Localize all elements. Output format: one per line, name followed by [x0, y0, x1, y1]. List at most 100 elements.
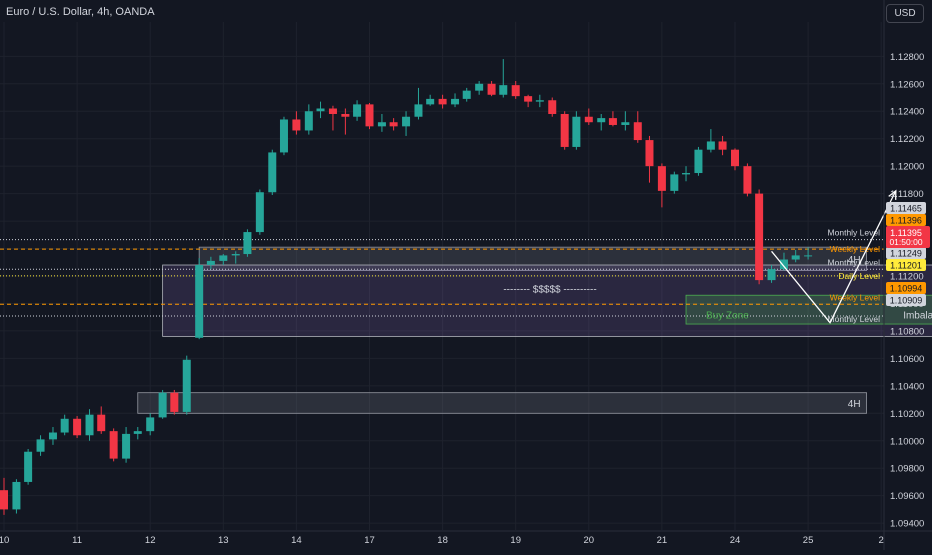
candle: [633, 111, 642, 143]
candle-body: [560, 113, 569, 147]
candle: [146, 413, 155, 436]
candle-body: [584, 116, 593, 123]
candle: [316, 101, 325, 119]
y-tick-label: 1.12200: [890, 134, 924, 145]
zone-label: Buy Zone: [706, 310, 749, 321]
candle-body: [268, 152, 277, 193]
candle: [377, 113, 386, 132]
candle-body: [279, 119, 288, 153]
candle-body: [341, 113, 350, 117]
candle-body: [85, 414, 94, 436]
candle-body: [316, 108, 325, 112]
candle: [268, 149, 277, 195]
candle: [718, 135, 727, 156]
candle: [402, 111, 411, 136]
x-tick-label: 25: [803, 535, 814, 546]
candle-body: [779, 259, 788, 270]
candle-body: [426, 98, 435, 105]
candle: [560, 111, 569, 150]
y-tick-label: 1.09600: [890, 491, 924, 502]
candle: [389, 118, 398, 131]
y-tick-label: 1.12000: [890, 162, 924, 173]
x-tick-label: 11: [72, 535, 82, 546]
liquidity-label: -------- $$$$$ ----------: [503, 284, 596, 295]
price-badge-label: 1.10909: [890, 296, 923, 306]
price-badge: [886, 214, 926, 226]
y-tick-label: 1.10000: [890, 436, 924, 447]
candle-body: [682, 173, 691, 175]
zone-label: 4H: [848, 255, 861, 266]
y-tick-label: 1.10600: [890, 354, 924, 365]
candle-body: [243, 232, 252, 255]
candle-body: [48, 432, 57, 440]
candle-body: [402, 116, 411, 127]
level-label: Monthly Level: [828, 314, 881, 324]
x-tick-label: 17: [364, 535, 375, 546]
candle-body: [73, 418, 82, 436]
price-badge-label: 1.11396: [890, 216, 922, 226]
candle: [584, 108, 593, 125]
candle: [243, 229, 252, 257]
price-badge-label: 1.10994: [890, 284, 923, 294]
candle-body: [511, 85, 520, 97]
zone-layer: [137, 246, 932, 414]
candle-body: [572, 116, 581, 147]
candle: [182, 355, 191, 415]
current-price-badge: [886, 226, 930, 248]
candle-body: [633, 122, 642, 141]
candle-body: [621, 122, 630, 125]
zone-label: Imbalance 4H: [903, 310, 932, 321]
candle: [170, 389, 179, 415]
candle-body: [499, 85, 508, 95]
level-layer: [0, 239, 884, 317]
chart-title: Euro / U.S. Dollar, 4h, OANDA: [6, 6, 155, 18]
y-tick-label: 1.10800: [890, 326, 924, 337]
candle: [743, 163, 752, 197]
candle-body: [328, 108, 337, 114]
price-badge: [886, 282, 926, 294]
candle: [767, 265, 776, 283]
candle: [109, 428, 118, 462]
candle-body: [170, 392, 179, 412]
candle: [24, 448, 33, 485]
candle-body: [743, 166, 752, 194]
price-badge: [886, 294, 926, 306]
x-tick-label: 14: [291, 535, 302, 546]
x-tick-label: 24: [730, 535, 741, 546]
currency-button[interactable]: USD: [886, 4, 924, 23]
x-tick-label: 13: [218, 535, 229, 546]
candle-body: [0, 490, 8, 510]
y-tick-label: 1.10200: [890, 409, 924, 420]
x-tick-label: 18: [437, 535, 448, 546]
candle: [670, 171, 679, 194]
candle: [462, 87, 471, 102]
candle: [645, 135, 654, 183]
candle-body: [109, 431, 118, 459]
level-label: Weekly Level: [830, 244, 881, 254]
y-tick-label: 1.12600: [890, 79, 924, 90]
candle-body: [158, 392, 167, 418]
candle-body: [146, 417, 155, 432]
candle-body: [195, 265, 204, 338]
x-tick-label: 21: [657, 535, 668, 546]
candle: [195, 258, 204, 340]
level-label: Monthly Level: [828, 257, 881, 267]
candle-body: [389, 122, 398, 127]
candle-body: [438, 98, 447, 105]
candle-body: [292, 119, 301, 131]
candle-body: [12, 481, 21, 510]
candle: [158, 389, 167, 419]
candle: [535, 94, 544, 108]
candle-body: [231, 254, 240, 256]
candle-body: [657, 166, 666, 191]
price-badge-label: 1.11201: [890, 261, 922, 271]
candle-body: [718, 141, 727, 150]
x-tick-label: 2: [879, 535, 884, 546]
candle-body: [219, 255, 228, 261]
candle: [694, 146, 703, 176]
x-tick-label: 20: [584, 535, 595, 546]
candle-body: [304, 111, 313, 131]
